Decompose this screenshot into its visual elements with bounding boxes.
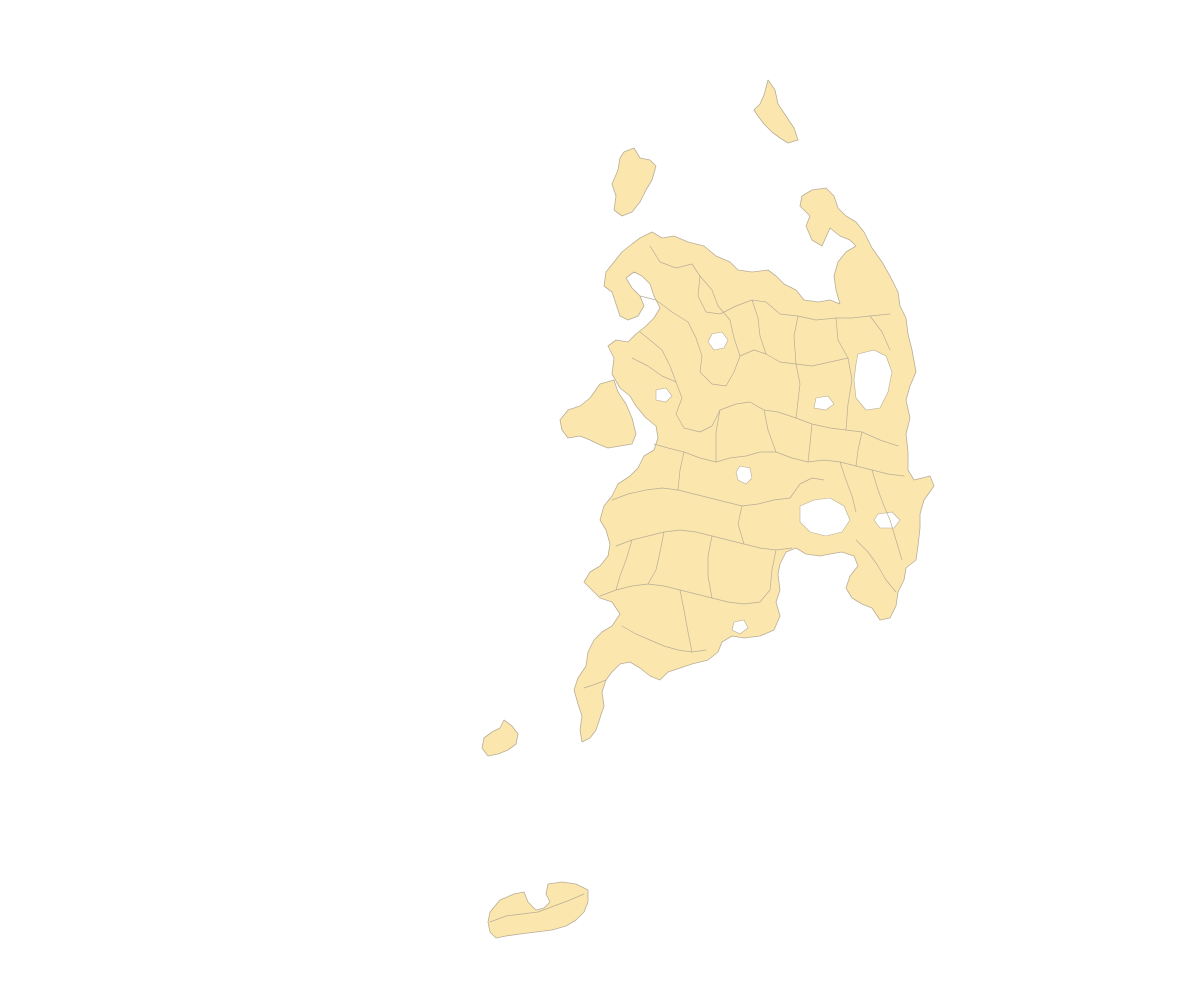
map-regions xyxy=(481,79,935,939)
gap-north-hole xyxy=(707,331,729,351)
gap-southeast-hole xyxy=(873,511,901,529)
region-northwest-islet[interactable] xyxy=(611,147,657,217)
map-gaps xyxy=(655,331,901,635)
gap-west-hole xyxy=(655,387,673,403)
gap-south-hole xyxy=(731,619,749,635)
region-southern-island[interactable] xyxy=(487,881,589,939)
map-borders xyxy=(489,245,905,923)
gap-mid-east-hole xyxy=(813,395,835,411)
region-west-peninsula[interactable] xyxy=(559,379,637,449)
region-mainland[interactable] xyxy=(573,187,935,743)
region-southwest-islet[interactable] xyxy=(481,719,519,757)
gap-central-hole xyxy=(735,465,753,485)
region-northeast-islet[interactable] xyxy=(753,79,799,144)
gap-northeast-lake xyxy=(853,349,893,411)
gap-east-harbor xyxy=(799,497,851,537)
